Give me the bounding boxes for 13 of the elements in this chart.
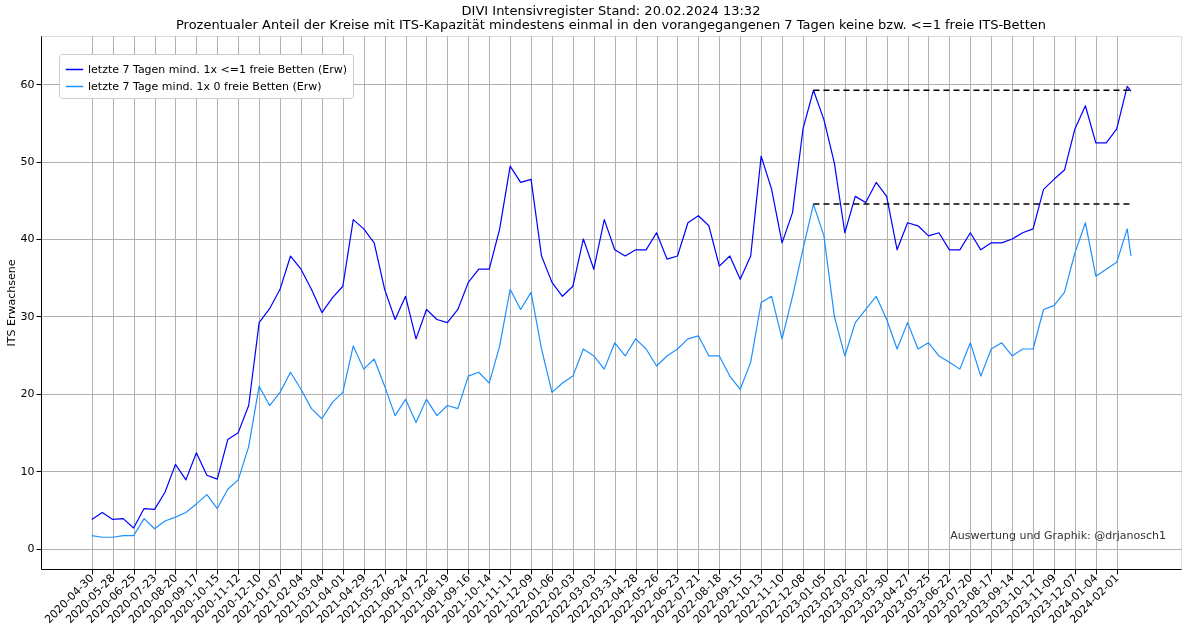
chart-subtitle: Prozentualer Anteil der Kreise mit ITS-Kapazität mindestens einmal in den vorangegangenen 7 Tagen keine bzw. <=1 freie ITS-Betten: [175, 17, 1047, 32]
y-tick-label: 20: [20, 387, 35, 401]
y-tick-label: 50: [20, 155, 35, 168]
legend-label: letzte 7 Tagen mind. 1x <=1 freie Betten (Erw): [88, 62, 347, 76]
chart-title: DIVI Intensivregister Stand: 20.02.2024 13:32: [461, 3, 761, 18]
annotation: Auswertung und Graphik: @drjanosch1: [950, 529, 1166, 542]
y-axis-title: ITS Erwachsene: [4, 259, 18, 347]
legend-label: letzte 7 Tage mind. 1x 0 freie Betten (Erw): [88, 79, 322, 93]
y-tick-label: 30: [20, 309, 35, 323]
y-tick-label: 0: [27, 542, 35, 556]
y-tick-label: 10: [20, 464, 35, 478]
y-tick-label: 40: [20, 232, 35, 246]
y-tick-label: 60: [20, 77, 35, 91]
